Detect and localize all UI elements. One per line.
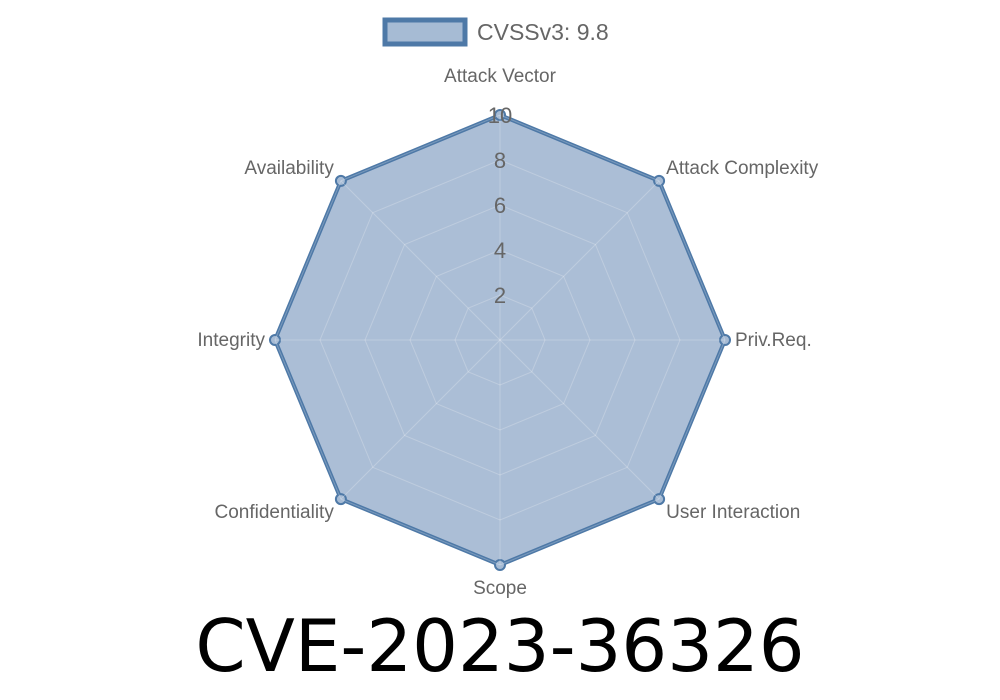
data-point (719, 334, 731, 346)
data-point (334, 493, 347, 506)
tick-label: 2 (494, 283, 506, 308)
axis-label: Confidentiality (214, 502, 334, 523)
data-point (653, 493, 666, 506)
axis-label: Availability (244, 158, 334, 179)
legend: CVSSv3: 9.8 (382, 17, 609, 47)
grid-ring-overlay (364, 204, 636, 476)
axis-label: Priv.Req. (735, 330, 812, 351)
data-point (494, 559, 506, 571)
grid-ring-overlay (274, 114, 726, 566)
grid-ring-overlay (409, 249, 591, 431)
grid-spoke-overlay (340, 339, 501, 500)
chart-title: CVE-2023-36326 (195, 604, 805, 688)
data-point (494, 109, 506, 121)
grid-spoke-overlay (340, 180, 501, 341)
legend-swatch (382, 17, 468, 47)
grid-spoke-overlay (499, 180, 660, 341)
axis-label: Attack Complexity (666, 158, 819, 179)
tick-label: 4 (494, 238, 506, 263)
tick-label: 8 (494, 148, 506, 173)
grid-spoke-overlay (499, 339, 660, 500)
axis-label: Integrity (197, 330, 265, 351)
legend-label: CVSSv3: 9.8 (477, 19, 609, 45)
grid-ring-overlay (319, 159, 681, 521)
data-point (269, 334, 281, 346)
axis-label: Scope (473, 578, 527, 599)
tick-label: 6 (494, 193, 506, 218)
tick-label: 10 (488, 103, 512, 128)
axis-label: Attack Vector (444, 66, 557, 87)
axis-label: User Interaction (666, 502, 800, 523)
data-point (334, 174, 347, 187)
grid-ring-overlay (454, 294, 546, 386)
data-point (653, 174, 666, 187)
